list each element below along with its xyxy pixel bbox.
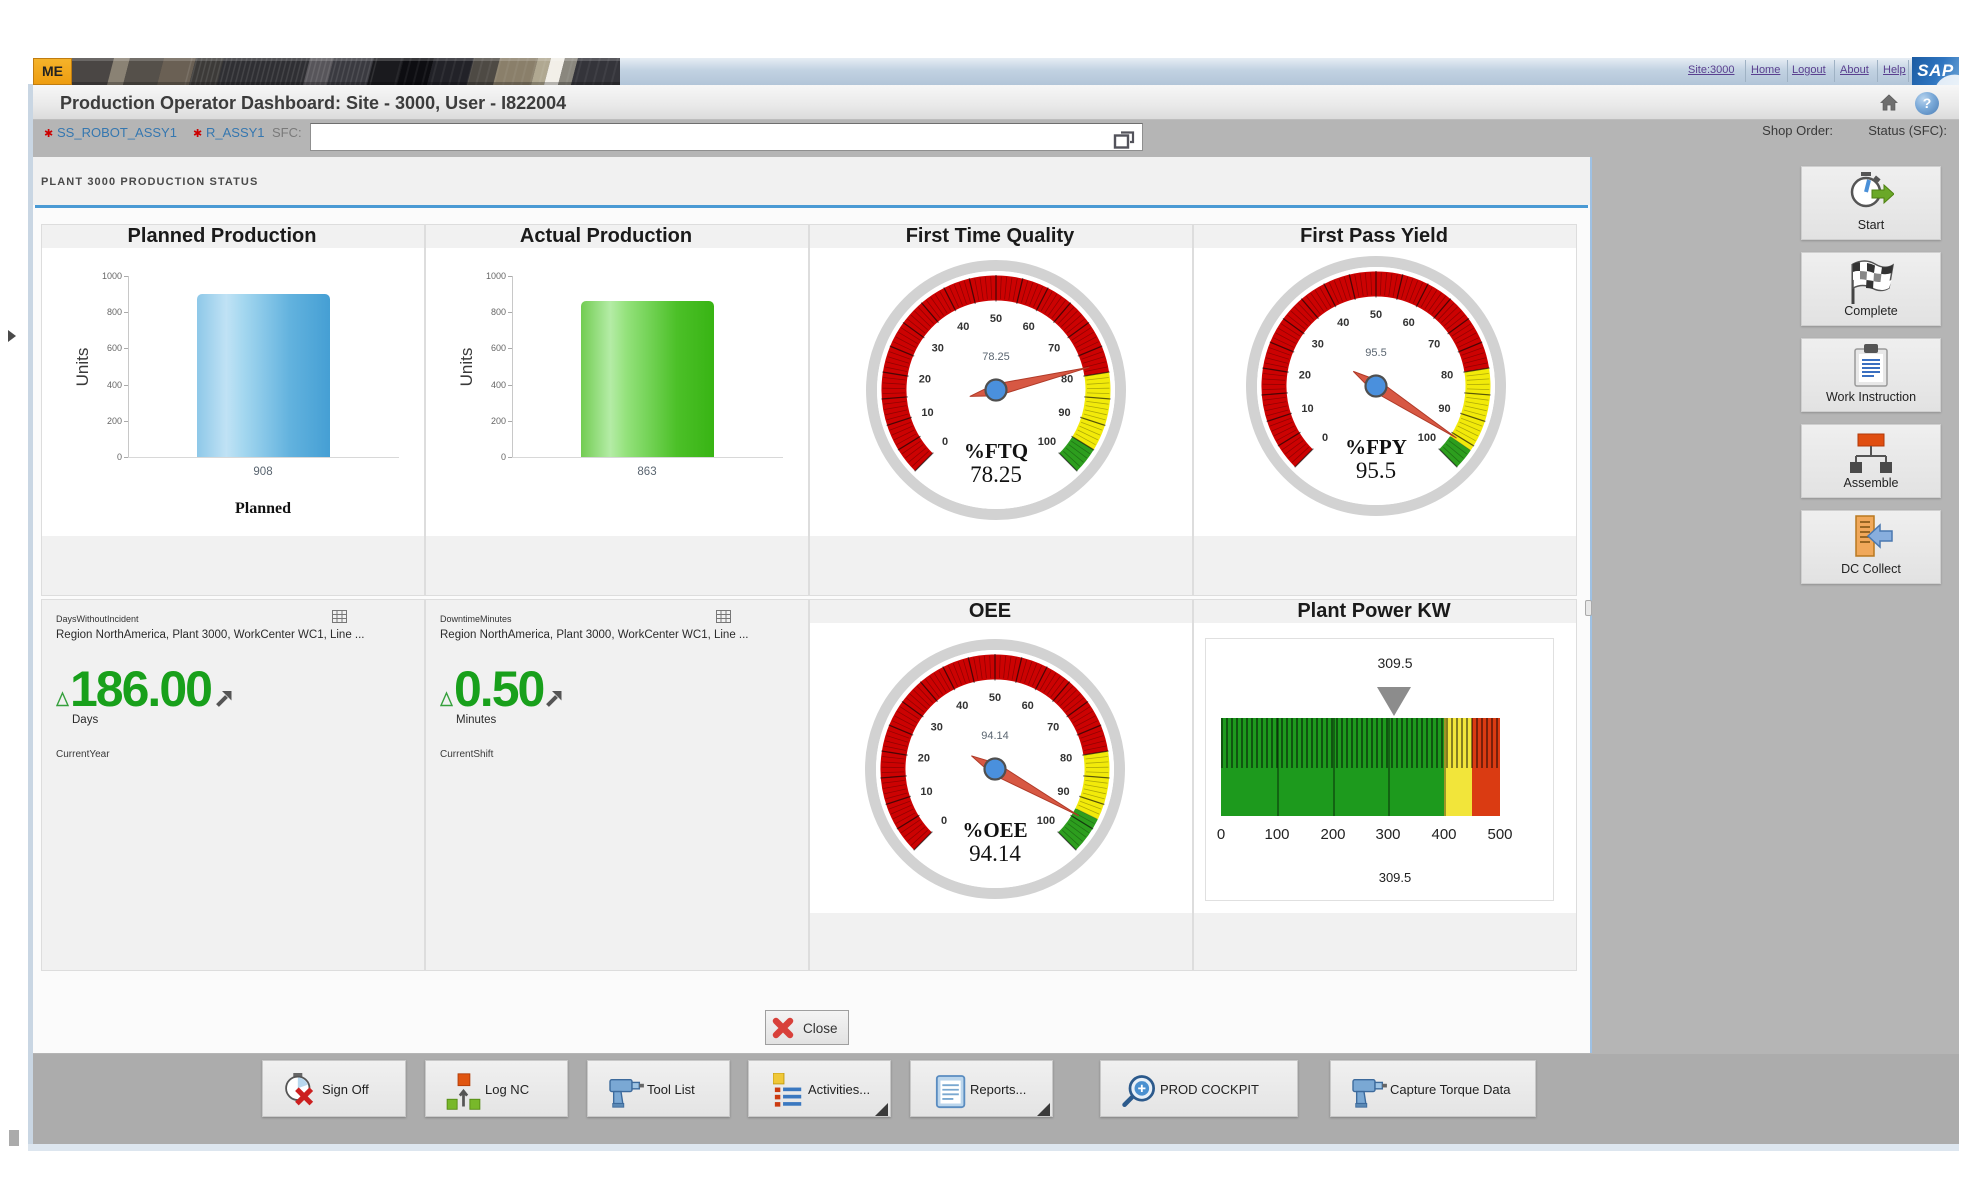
svg-text:70: 70 [1047,722,1059,734]
svg-text:95.5: 95.5 [1356,458,1396,483]
svg-text:0: 0 [942,436,948,448]
svg-text:78.25: 78.25 [970,462,1022,487]
svg-text:0: 0 [1322,432,1328,444]
svg-text:30: 30 [932,343,944,355]
svg-text:80: 80 [1060,753,1072,765]
svg-text:60: 60 [1023,321,1035,333]
svg-text:40: 40 [956,700,968,712]
svg-text:70: 70 [1048,343,1060,355]
svg-text:100: 100 [1037,815,1055,827]
svg-text:60: 60 [1403,317,1415,329]
svg-text:%OEE: %OEE [962,818,1027,842]
svg-text:50: 50 [990,313,1002,325]
svg-text:94.14: 94.14 [969,841,1021,866]
svg-text:40: 40 [1337,317,1349,329]
svg-text:80: 80 [1061,374,1073,386]
svg-text:20: 20 [918,753,930,765]
svg-text:20: 20 [919,374,931,386]
svg-text:10: 10 [1301,403,1313,415]
svg-text:80: 80 [1441,370,1453,382]
svg-text:50: 50 [989,692,1001,704]
svg-text:30: 30 [931,722,943,734]
svg-text:78.25: 78.25 [982,351,1010,363]
svg-text:50: 50 [1370,309,1382,321]
svg-text:10: 10 [921,407,933,419]
svg-text:90: 90 [1438,403,1450,415]
svg-text:95.5: 95.5 [1365,347,1386,359]
svg-text:100: 100 [1418,432,1436,444]
svg-text:60: 60 [1022,700,1034,712]
svg-text:40: 40 [957,321,969,333]
svg-text:70: 70 [1428,339,1440,351]
svg-text:%FPY: %FPY [1345,435,1407,459]
svg-text:30: 30 [1312,339,1324,351]
svg-text:%FTQ: %FTQ [964,439,1028,463]
svg-text:90: 90 [1057,786,1069,798]
svg-text:10: 10 [920,786,932,798]
svg-text:20: 20 [1299,370,1311,382]
svg-text:0: 0 [941,815,947,827]
svg-text:94.14: 94.14 [981,730,1009,742]
svg-text:100: 100 [1038,436,1056,448]
svg-text:90: 90 [1058,407,1070,419]
